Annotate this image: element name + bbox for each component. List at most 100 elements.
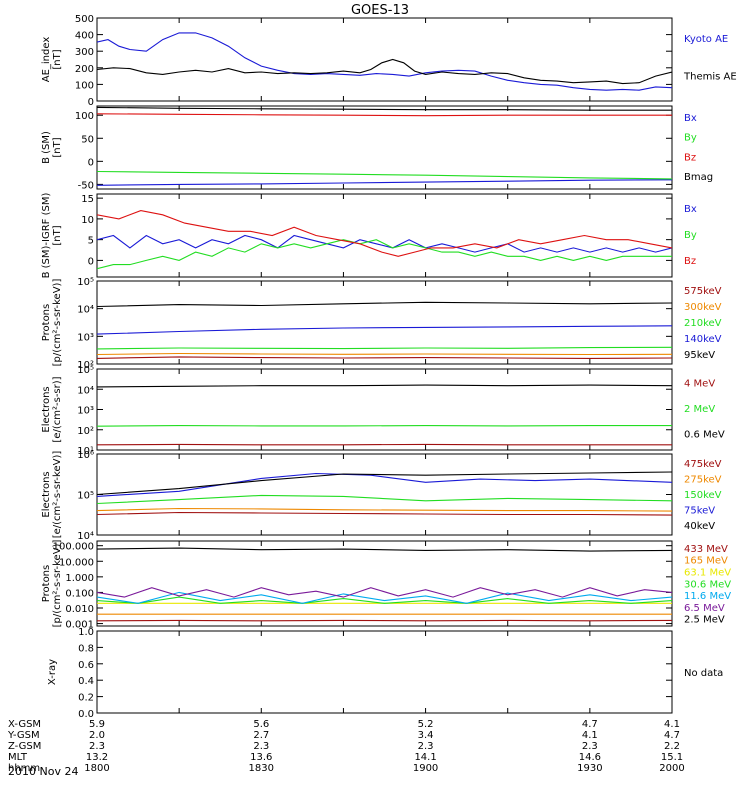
legend-entry: 75keV xyxy=(684,506,715,517)
y-tick-label: 100 xyxy=(75,80,94,91)
y-tick-label: 10³ xyxy=(77,406,94,417)
panel-frame xyxy=(96,540,673,627)
y-axis-label: Electrons[e/(cm²-s-sr)] xyxy=(41,376,63,442)
y-tick-label: 0 xyxy=(88,97,94,108)
ephemeris-table: X-GSM 5.9 5.6 5.2 4.7 4.1Y-GSM 2.0 2.7 3.4 4.1 4.7… xyxy=(7,719,685,774)
series-line xyxy=(97,301,672,308)
ephemeris-value: 15.1 xyxy=(661,752,683,763)
y-tick-label: 300 xyxy=(75,47,94,58)
ephemeris-value: 4.7 xyxy=(582,719,598,730)
y-tick-label: 10² xyxy=(77,426,94,437)
y-tick-label: 10¹ xyxy=(77,446,94,457)
series-line xyxy=(97,106,672,111)
ephemeris-value: 2.2 xyxy=(664,741,680,752)
ephemeris-row-label: X-GSM xyxy=(8,719,41,730)
ephemeris-value: 14.6 xyxy=(579,752,601,763)
series-line xyxy=(97,587,672,598)
y-axis-label: X-ray xyxy=(47,659,58,685)
ephemeris-value: 13.2 xyxy=(86,752,108,763)
ephemeris-value: 2.3 xyxy=(253,741,269,752)
ephemeris-value: 5.2 xyxy=(418,719,434,730)
legend-entry: Kyoto AE xyxy=(684,34,728,45)
legend-entry: 11.6 MeV xyxy=(684,591,731,602)
series-line xyxy=(97,179,672,186)
y-axis-label: AE_index[nT] xyxy=(41,37,63,83)
series-line xyxy=(97,547,672,552)
y-tick-label: 1.000 xyxy=(65,573,94,584)
y-tick-label: 0.001 xyxy=(65,620,94,631)
panel-4: 10² 10³ 10⁴ 10⁵ Protons[p/(cm²-s-sr-keV)] 575… xyxy=(41,277,722,371)
y-tick-label: 10⁵ xyxy=(77,491,94,502)
series-line xyxy=(97,58,672,85)
legend-entry: 6.5 MeV xyxy=(684,603,725,614)
y-axis-label: B (SM)-IGRF (SM)[nT] xyxy=(41,193,63,279)
legend-entry: 210keV xyxy=(684,318,722,329)
series-line xyxy=(97,591,672,604)
panel-frame xyxy=(96,280,673,365)
legend-entry: By xyxy=(684,230,697,241)
panel-3: 0 5 10 15 B (SM)-IGRF (SM)[nT] Bx By Bz xyxy=(41,193,697,279)
y-tick-label: 15 xyxy=(81,194,94,205)
legend-entry: Bmag xyxy=(684,172,713,183)
legend-entry: By xyxy=(684,133,697,144)
legend-entry: 4 MeV xyxy=(684,379,715,390)
ephemeris-row-label: hhmm xyxy=(8,763,40,774)
ephemeris-value: 4.1 xyxy=(664,719,680,730)
ephemeris-value: 2000 xyxy=(659,763,684,774)
series-line xyxy=(97,384,672,388)
panel-frame xyxy=(96,17,673,102)
panel-frame xyxy=(96,368,673,451)
legend-entry: 300keV xyxy=(684,302,722,313)
ephemeris-value: 14.1 xyxy=(414,752,436,763)
legend-entry: 150keV xyxy=(684,490,722,501)
panel-frame xyxy=(96,453,673,536)
y-tick-label: 1.0 xyxy=(78,627,94,638)
y-tick-label: 10³ xyxy=(77,332,94,343)
panel-frame xyxy=(96,105,673,190)
y-tick-label: 10⁴ xyxy=(77,531,94,542)
y-tick-label: 0.100 xyxy=(65,588,94,599)
ephemeris-value: 1800 xyxy=(84,763,109,774)
series-line xyxy=(97,356,672,359)
ephemeris-value: 13.6 xyxy=(250,752,272,763)
y-tick-label: 0.6 xyxy=(78,660,94,671)
y-tick-label: 0.8 xyxy=(78,643,94,654)
legend-entry: 165 MeV xyxy=(684,556,728,567)
y-tick-label: 100 xyxy=(75,111,94,122)
ephemeris-row-label: Z-GSM xyxy=(8,741,41,752)
legend-entry: 140keV xyxy=(684,334,722,345)
panel-5: 10¹ 10² 10³ 10⁴ 10⁵ Electrons[e/(cm²-s-sr)] 4 … xyxy=(41,365,725,457)
legend-entry: Bz xyxy=(684,152,696,163)
ephemeris-value: 1830 xyxy=(249,763,274,774)
y-tick-label: 10 xyxy=(81,215,94,226)
y-tick-label: 0.2 xyxy=(78,693,94,704)
legend-entry: 63.1 MeV xyxy=(684,568,731,579)
y-tick-label: 0.0 xyxy=(78,709,94,720)
y-tick-label: -50 xyxy=(78,180,94,191)
series-line xyxy=(97,471,672,496)
series-line xyxy=(97,507,672,512)
legend-entry: Bx xyxy=(684,204,697,215)
y-tick-label: 500 xyxy=(75,14,94,25)
y-axis-label: B (SM)[nT] xyxy=(41,131,63,164)
y-tick-label: 0.010 xyxy=(65,604,94,615)
legend-entry: 275keV xyxy=(684,474,722,485)
series-line xyxy=(97,210,672,257)
series-line xyxy=(97,239,672,270)
panel-7: 0.001 0.010 0.100 1.000 10.000 100.000Protons… xyxy=(41,540,731,631)
legend-entry: 40keV xyxy=(684,521,715,532)
y-tick-label: 10⁴ xyxy=(77,385,94,396)
legend-entry: Bx xyxy=(684,113,697,124)
ephemeris-value: 4.7 xyxy=(664,730,680,741)
y-axis-label: Protons[p/(cm²-s-sr-keV)] xyxy=(41,279,63,367)
series-line xyxy=(97,472,672,497)
ephemeris-row-label: Y-GSM xyxy=(7,730,40,741)
y-tick-label: 200 xyxy=(75,64,94,75)
legend-entry: 475keV xyxy=(684,459,722,470)
ephemeris-value: 2.3 xyxy=(89,741,105,752)
no-data-label: No data xyxy=(684,668,723,679)
ephemeris-value: 2.7 xyxy=(253,730,269,741)
series-line xyxy=(97,494,672,505)
ephemeris-value: 1930 xyxy=(577,763,602,774)
